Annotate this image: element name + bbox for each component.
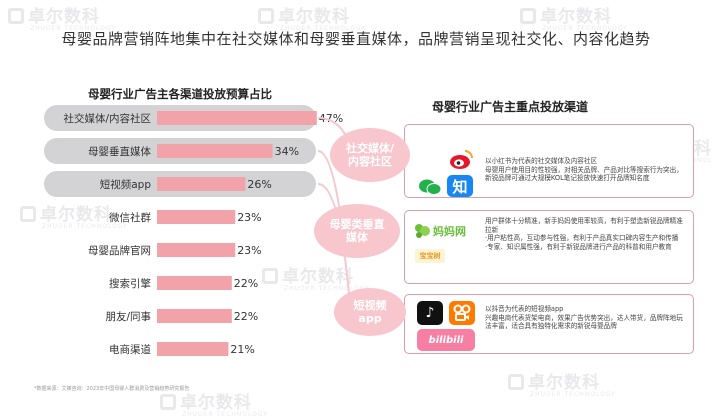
value-label: 23% bbox=[237, 244, 261, 257]
panel-description: 用户群体十分精准，新手妈妈使用率较高，有利于塑造新锐品牌精准拉新 ·用户粘性高，… bbox=[485, 217, 683, 251]
weibo-icon bbox=[447, 146, 475, 174]
bar bbox=[157, 177, 246, 191]
page-headline: 母婴品牌营销阵地集中在社交媒体和母婴垂直媒体，品牌营销呈现社交化、内容化趋势 bbox=[61, 30, 651, 48]
category-label: 社交媒体/内容社区 bbox=[63, 112, 151, 125]
bar bbox=[157, 243, 236, 257]
category-label: 母婴垂直媒体 bbox=[88, 145, 151, 158]
category-label: 朋友/同事 bbox=[105, 310, 151, 323]
bilibili-icon: bilibili bbox=[417, 329, 475, 351]
wechat-icon bbox=[417, 177, 443, 197]
bar bbox=[157, 342, 229, 356]
right-section-title: 母婴行业广告主重点投放渠道 bbox=[432, 100, 589, 114]
bar bbox=[157, 144, 273, 158]
category-label: 短视频app bbox=[100, 178, 152, 191]
channel-panel-shortvideo: ♪ bilibili 以抖音为代表的短视频app 兴趣电商代表货架电商，效果广告… bbox=[404, 294, 694, 354]
channel-panel-social: 小红书 知 以小红书为代表的社交媒体及内容社区 母婴用户使用目的性较强，对相关品… bbox=[404, 124, 694, 198]
value-label: 22% bbox=[234, 310, 258, 323]
channel-panel-vertical: 妈妈网 宝宝树 用户群体十分精准，新手妈妈使用率较高，有利于塑造新锐品牌精准拉新… bbox=[404, 210, 694, 284]
panel-description: 以抖音为代表的短视频app 兴趣电商代表货架电商，效果广告优势突出，达人带货，品… bbox=[485, 305, 683, 331]
category-label: 微信社群 bbox=[109, 211, 151, 224]
value-label: 34% bbox=[275, 145, 299, 158]
panel-description: 以小红书为代表的社交媒体及内容社区 母婴用户使用目的性较强，对相关品牌、产品对比… bbox=[485, 157, 683, 183]
value-label: 22% bbox=[234, 277, 258, 290]
douyin-icon: ♪ bbox=[417, 301, 443, 325]
footnote: *数据来源：艾媒咨询：2023年中国母婴人群消费及营销趋势研究报告 bbox=[34, 386, 190, 392]
bar bbox=[157, 276, 232, 290]
xiaohongshu-icon: 小红书 bbox=[418, 155, 442, 165]
value-label: 21% bbox=[230, 343, 254, 356]
value-label: 26% bbox=[247, 178, 271, 191]
tag-vertical-media: 母婴类垂直 媒体 bbox=[314, 204, 400, 258]
chart-title: 母婴行业广告主各渠道投放预算占比 bbox=[88, 87, 272, 101]
tag-short-video: 短视频 app bbox=[334, 288, 406, 336]
bar bbox=[157, 210, 236, 224]
zhihu-icon: 知 bbox=[447, 175, 473, 197]
bar bbox=[157, 111, 317, 125]
mamawang-icon: 妈妈网 bbox=[413, 219, 483, 243]
babytree-icon: 宝宝树 bbox=[415, 249, 445, 263]
value-label: 23% bbox=[237, 211, 261, 224]
bar-chart: 社交媒体/内容社区 47% 母婴垂直媒体 34% 短视频app 26% 微信社群 23% 母婴品… bbox=[44, 105, 353, 356]
tag-social-media: 社交媒体/内容社区 bbox=[330, 128, 410, 182]
bar bbox=[157, 309, 232, 323]
value-label: 47% bbox=[319, 112, 343, 125]
category-label: 电商渠道 bbox=[109, 343, 151, 356]
category-label: 搜索引擎 bbox=[109, 277, 151, 290]
kuaishou-icon bbox=[449, 301, 475, 325]
category-label: 母婴品牌官网 bbox=[88, 244, 151, 257]
